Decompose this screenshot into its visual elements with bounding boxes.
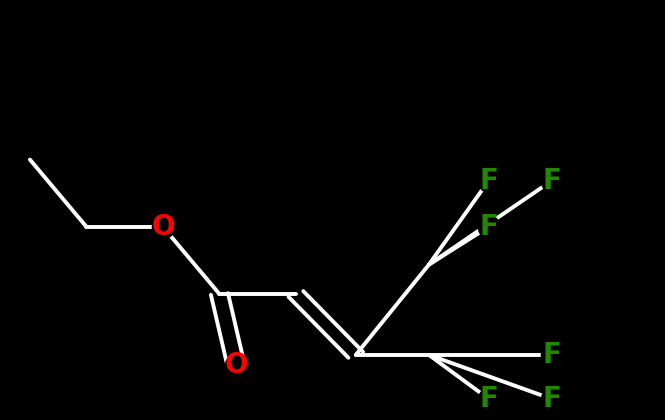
Text: O: O <box>224 352 248 379</box>
Text: F: F <box>543 385 561 413</box>
Text: F: F <box>479 385 498 413</box>
Text: F: F <box>479 213 498 241</box>
Text: O: O <box>151 213 175 241</box>
Text: F: F <box>543 167 561 194</box>
Text: F: F <box>543 341 561 369</box>
Text: F: F <box>479 167 498 194</box>
